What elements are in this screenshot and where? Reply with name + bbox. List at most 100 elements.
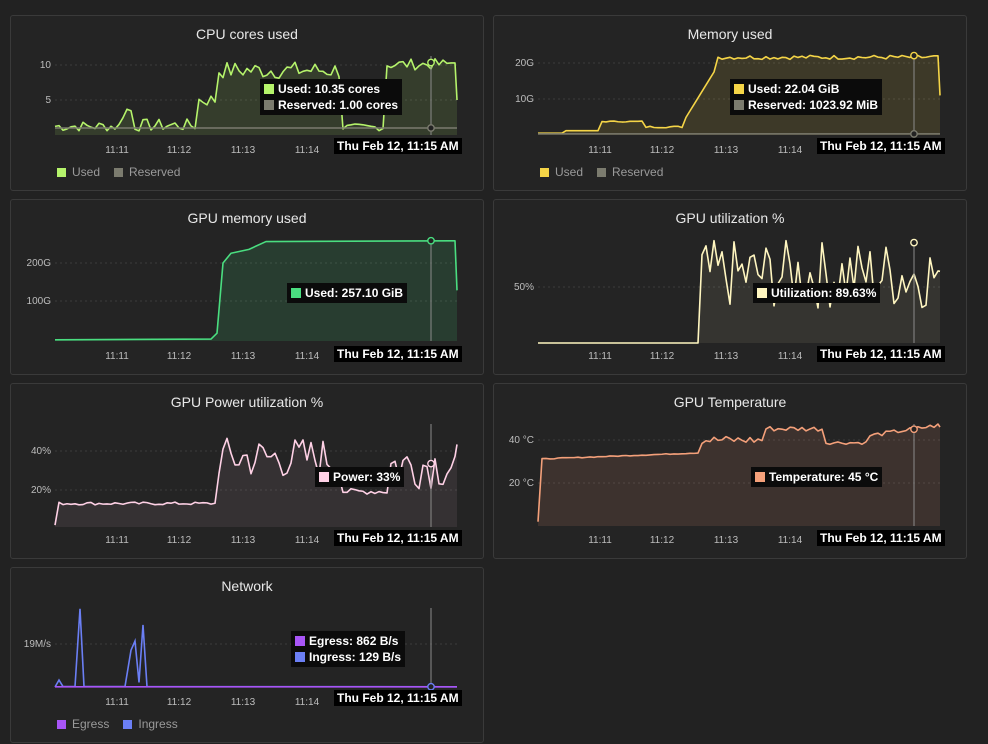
x-tick-label: 11:14 xyxy=(778,351,803,362)
gpu-temperature-chart[interactable]: 40 °C 20 °C 11:11 11:12 11:13 11:14 xyxy=(494,384,968,560)
hover-point xyxy=(910,238,918,247)
x-tick-label: 11:13 xyxy=(714,145,739,156)
hover-point xyxy=(427,124,435,132)
chart-tooltip: Utilization: 89.63% xyxy=(753,283,881,303)
x-tick-label: 11:13 xyxy=(714,535,739,546)
hover-point xyxy=(427,682,435,691)
x-tick-label: 11:12 xyxy=(167,351,192,362)
hover-time: Thu Feb 12, 11:15 AM xyxy=(817,346,945,362)
series-swatch xyxy=(264,84,274,94)
hover-time: Thu Feb 12, 11:15 AM xyxy=(334,346,462,362)
legend-used[interactable]: Used xyxy=(57,165,100,179)
x-tick-label: 11:14 xyxy=(295,145,320,156)
y-tick-label: 100G xyxy=(27,296,52,307)
network-chart[interactable]: 19M/s 11:11 11:12 11:13 11:14 xyxy=(11,568,485,744)
x-tick-label: 11:12 xyxy=(167,145,192,156)
tooltip-ingress: Ingress: 129 B/s xyxy=(309,650,402,664)
temp-line-line xyxy=(537,423,941,522)
panel-title: CPU cores used xyxy=(196,26,298,42)
tooltip-used: Used: 10.35 cores xyxy=(278,82,381,96)
y-tick-label: 20 °C xyxy=(509,478,534,489)
chart-legend: Used Reserved xyxy=(540,165,663,179)
panel-title: Memory used xyxy=(687,26,773,42)
tooltip-reserved: Reserved: 1023.92 MiB xyxy=(748,98,879,112)
legend-reserved[interactable]: Reserved xyxy=(597,165,663,179)
x-tick-label: 11:12 xyxy=(167,697,192,708)
x-tick-label: 11:11 xyxy=(105,145,129,156)
chart-tooltip: Temperature: 45 °C xyxy=(751,467,883,487)
network-panel: Network 19M/s 11:11 11:12 11:13 11:14 Egress… xyxy=(10,567,484,743)
chart-tooltip: Used: 257.10 GiB xyxy=(287,283,408,303)
x-tick-label: 11:14 xyxy=(295,351,320,362)
gpu-utilization-panel: GPU utilization % 50% 11:11 11:12 11:13 11:1… xyxy=(493,199,967,375)
x-tick-label: 11:11 xyxy=(588,351,612,362)
gpu-power-chart[interactable]: 40% 20% 11:11 11:12 11:13 11:14 xyxy=(11,384,485,560)
x-tick-label: 11:12 xyxy=(650,145,675,156)
panel-title: GPU utilization % xyxy=(675,210,785,226)
x-tick-label: 11:13 xyxy=(231,535,256,546)
gpu-temperature-panel: GPU Temperature 40 °C 20 °C 11:11 11:12 11:1… xyxy=(493,383,967,559)
y-tick-label: 20G xyxy=(515,58,534,69)
cpu-used-line xyxy=(54,58,458,132)
x-tick-label: 11:13 xyxy=(231,145,256,156)
tooltip-reserved: Reserved: 1.00 cores xyxy=(278,98,399,112)
y-tick-label: 20% xyxy=(31,485,51,496)
y-tick-label: 50% xyxy=(514,282,534,293)
legend-ingress[interactable]: Ingress xyxy=(123,717,178,731)
x-tick-label: 11:13 xyxy=(231,697,256,708)
x-tick-label: 11:11 xyxy=(105,351,129,362)
chart-tooltip: Used: 10.35 cores Reserved: 1.00 cores xyxy=(260,79,403,115)
y-tick-label: 40% xyxy=(31,446,51,457)
x-tick-label: 11:14 xyxy=(295,697,320,708)
y-tick-label: 19M/s xyxy=(24,639,51,650)
x-tick-label: 11:14 xyxy=(778,145,803,156)
hover-point xyxy=(427,236,435,245)
hover-point xyxy=(910,130,918,138)
gpumem-used-line xyxy=(54,239,458,341)
gpu-memory-chart[interactable]: 200G 100G 11:11 11:12 11:13 11:14 xyxy=(11,200,485,376)
panel-title: GPU memory used xyxy=(187,210,307,226)
x-tick-label: 11:11 xyxy=(588,145,612,156)
hover-point xyxy=(427,58,435,67)
hover-point xyxy=(910,425,918,434)
y-tick-label: 5 xyxy=(45,95,51,106)
tooltip-egress: Egress: 862 B/s xyxy=(309,634,399,648)
legend-reserved[interactable]: Reserved xyxy=(114,165,180,179)
mem-used-line xyxy=(538,54,941,134)
x-tick-label: 11:12 xyxy=(650,535,675,546)
hover-point xyxy=(427,459,435,468)
legend-egress[interactable]: Egress xyxy=(57,717,109,731)
hover-time: Thu Feb 12, 11:15 AM xyxy=(334,530,462,546)
panel-title: GPU Temperature xyxy=(673,394,787,410)
legend-used[interactable]: Used xyxy=(540,165,583,179)
chart-tooltip: Egress: 862 B/s Ingress: 129 B/s xyxy=(291,631,406,667)
x-tick-label: 11:12 xyxy=(650,351,675,362)
gpu-power-panel: GPU Power utilization % 40% 20% 11:11 11:12… xyxy=(10,383,484,559)
power-line-line xyxy=(54,437,458,526)
chart-tooltip: Power: 33% xyxy=(315,467,405,487)
y-tick-label: 40 °C xyxy=(509,435,534,446)
chart-legend: Used Reserved xyxy=(57,165,180,179)
cpu-used-area xyxy=(55,58,457,135)
hover-point xyxy=(910,51,918,60)
x-tick-label: 11:13 xyxy=(714,351,739,362)
tooltip-utilization: Utilization: 89.63% xyxy=(771,286,877,300)
cpu-chart[interactable]: 10 5 11:11 11:12 11:13 11:14 xyxy=(11,16,485,192)
chart-legend: Egress Ingress xyxy=(57,717,178,731)
chart-tooltip: Used: 22.04 GiB Reserved: 1023.92 MiB xyxy=(730,79,883,115)
temp-line-area xyxy=(538,424,940,526)
x-tick-label: 11:11 xyxy=(105,535,129,546)
x-tick-label: 11:11 xyxy=(105,697,129,708)
tooltip-temperature: Temperature: 45 °C xyxy=(769,470,879,484)
cpu-panel: CPU cores used 10 5 11:11 11:12 11:13 11:14 U… xyxy=(10,15,484,191)
x-tick-label: 11:14 xyxy=(295,535,320,546)
hover-time: Thu Feb 12, 11:15 AM xyxy=(817,530,945,546)
hover-time: Thu Feb 12, 11:15 AM xyxy=(334,138,462,154)
hover-time: Thu Feb 12, 11:15 AM xyxy=(334,690,462,706)
x-tick-label: 11:11 xyxy=(588,535,612,546)
series-swatch xyxy=(264,100,274,110)
panel-title: GPU Power utilization % xyxy=(170,394,324,410)
tooltip-used: Used: 257.10 GiB xyxy=(305,286,404,300)
memory-panel: Memory used 20G 10G 11:11 11:12 11:13 11:14 U… xyxy=(493,15,967,191)
y-tick-label: 10 xyxy=(40,60,52,71)
